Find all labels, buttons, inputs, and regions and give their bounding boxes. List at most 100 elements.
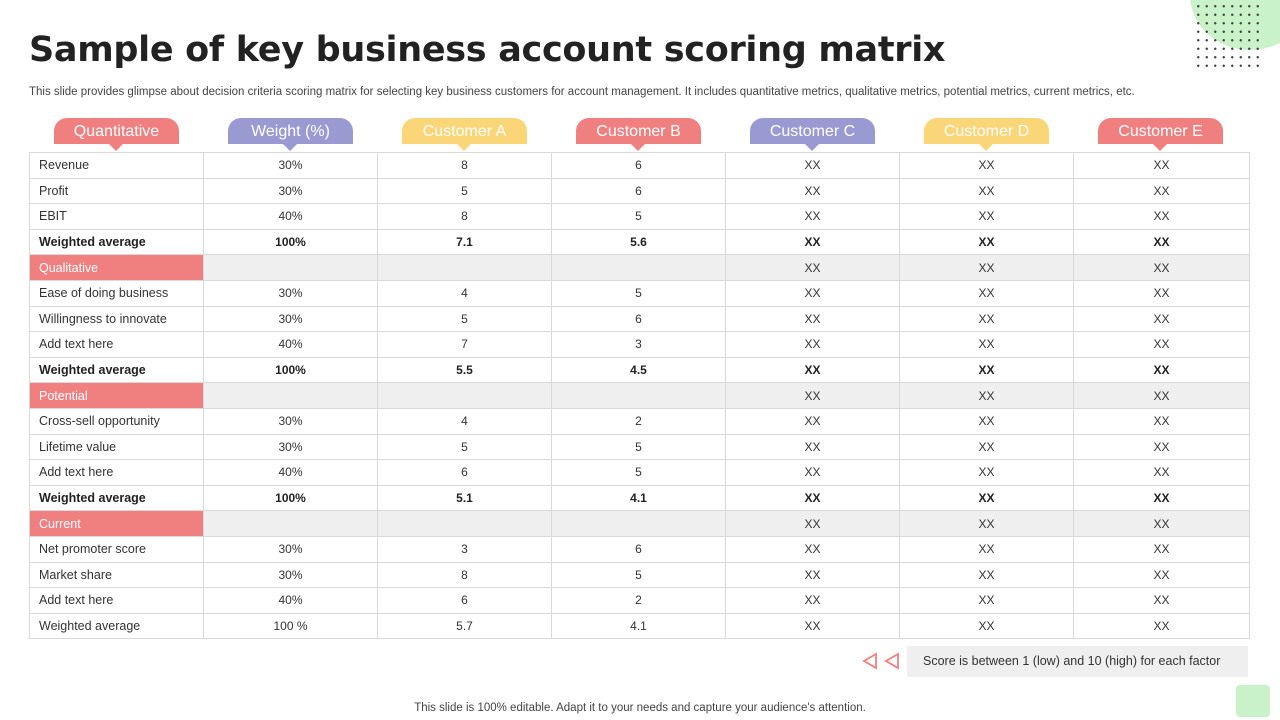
- decorative-dot-grid: [1194, 2, 1262, 68]
- table-cell: 40%: [203, 203, 378, 230]
- header-customer-c: Customer C: [750, 118, 875, 151]
- table-cell: [203, 510, 378, 537]
- table-cell: 30%: [203, 279, 378, 307]
- table-cell: [551, 510, 726, 537]
- row-label: Qualitative: [29, 254, 204, 281]
- score-legend: Score is between 1 (low) and 10 (high) f…: [907, 646, 1248, 677]
- header-cell-customer-a: Customer A: [377, 118, 551, 152]
- footer-note: This slide is 100% editable. Adapt it to…: [414, 702, 866, 714]
- table-row: Lifetime value 30% 5 5 XX XX XX: [29, 433, 1250, 461]
- table-cell: 5.5: [377, 356, 552, 384]
- table-cell: 6: [551, 177, 726, 205]
- row-label: Revenue: [29, 152, 204, 179]
- table-cell: XX: [1073, 279, 1250, 307]
- section-row: Potential XX XX XX: [29, 382, 1250, 409]
- header-customer-b: Customer B: [576, 118, 701, 151]
- table-cell: XX: [899, 407, 1074, 435]
- table-cell: XX: [1073, 407, 1250, 435]
- table-row: Add text here 40% 7 3 XX XX XX: [29, 331, 1250, 358]
- section-row: Current XX XX XX: [29, 510, 1250, 537]
- table-cell: 100 %: [203, 612, 378, 640]
- table-cell: 8: [377, 561, 552, 589]
- row-label: EBIT: [29, 203, 204, 230]
- table-row: Net promoter score 30% 3 6 XX XX XX: [29, 535, 1250, 563]
- table-cell: 30%: [203, 152, 378, 179]
- table-cell: XX: [899, 152, 1074, 179]
- table-cell: XX: [899, 561, 1074, 589]
- table-cell: XX: [899, 535, 1074, 563]
- header-cell-customer-c: Customer C: [725, 118, 899, 152]
- row-label: Lifetime value: [29, 433, 204, 461]
- table-cell: 6: [551, 535, 726, 563]
- scoring-matrix-table: Revenue 30% 8 6 XX XX XX Profit 30% 5 6 XX XX XX EBIT 4…: [29, 152, 1250, 640]
- table-cell: XX: [1073, 152, 1250, 179]
- table-row: Ease of doing business 30% 4 5 XX XX XX: [29, 279, 1250, 307]
- table-cell: XX: [725, 254, 900, 281]
- table-cell: 40%: [203, 587, 378, 614]
- table-cell: 2: [551, 407, 726, 435]
- table-cell: 30%: [203, 305, 378, 333]
- table-cell: XX: [899, 254, 1074, 281]
- table-row: Revenue 30% 8 6 XX XX XX: [29, 152, 1250, 179]
- table-cell: XX: [725, 228, 900, 256]
- row-label: Ease of doing business: [29, 279, 204, 307]
- table-cell: 5: [551, 279, 726, 307]
- table-cell: XX: [899, 612, 1074, 640]
- header-cell-weight: Weight (%): [203, 118, 377, 152]
- table-cell: 5: [551, 203, 726, 230]
- double-left-arrow-icon: [862, 652, 899, 670]
- header-cell-quantitative: Quantitative: [29, 118, 203, 152]
- table-cell: XX: [725, 459, 900, 486]
- table-row: Profit 30% 5 6 XX XX XX: [29, 177, 1250, 205]
- table-cell: 30%: [203, 407, 378, 435]
- header-cell-customer-d: Customer D: [899, 118, 1073, 152]
- header-quantitative: Quantitative: [54, 118, 179, 151]
- table-cell: XX: [725, 152, 900, 179]
- table-row: Cross-sell opportunity 30% 4 2 XX XX XX: [29, 407, 1250, 435]
- table-cell: XX: [1073, 612, 1250, 640]
- row-label: Add text here: [29, 587, 204, 614]
- table-row: Market share 30% 8 5 XX XX XX: [29, 561, 1250, 589]
- table-cell: XX: [725, 587, 900, 614]
- page-subtitle: This slide provides glimpse about decisi…: [29, 86, 1135, 98]
- row-label: Weighted average: [29, 612, 204, 640]
- column-header-row: Quantitative Weight (%) Customer A Custo…: [29, 118, 1248, 152]
- table-cell: XX: [899, 305, 1074, 333]
- table-cell: 30%: [203, 433, 378, 461]
- table-cell: XX: [1073, 203, 1250, 230]
- table-cell: 6: [551, 152, 726, 179]
- table-cell: 40%: [203, 331, 378, 358]
- row-label: Market share: [29, 561, 204, 589]
- row-label: Add text here: [29, 331, 204, 358]
- table-cell: XX: [1073, 484, 1250, 512]
- table-cell: 4.1: [551, 484, 726, 512]
- table-cell: XX: [899, 279, 1074, 307]
- table-cell: XX: [1073, 177, 1250, 205]
- table-cell: XX: [725, 305, 900, 333]
- table-cell: 30%: [203, 177, 378, 205]
- table-cell: 100%: [203, 228, 378, 256]
- table-cell: XX: [899, 484, 1074, 512]
- row-label: Weighted average: [29, 228, 204, 256]
- row-label: Current: [29, 510, 204, 537]
- table-cell: XX: [1073, 305, 1250, 333]
- row-label: Weighted average: [29, 356, 204, 384]
- row-label: Add text here: [29, 459, 204, 486]
- table-row: EBIT 40% 8 5 XX XX XX: [29, 203, 1250, 230]
- table-cell: [551, 254, 726, 281]
- table-cell: [203, 382, 378, 409]
- table-cell: XX: [899, 203, 1074, 230]
- scoring-matrix-body: Revenue 30% 8 6 XX XX XX Profit 30% 5 6 XX XX XX EBIT 4…: [29, 152, 1250, 640]
- table-cell: 8: [377, 203, 552, 230]
- table-cell: 30%: [203, 561, 378, 589]
- table-cell: 100%: [203, 484, 378, 512]
- table-cell: XX: [1073, 587, 1250, 614]
- table-row: Add text here 40% 6 2 XX XX XX: [29, 587, 1250, 614]
- table-row: Weighted average 100% 5.1 4.1 XX XX XX: [29, 484, 1250, 512]
- header-cell-customer-e: Customer E: [1073, 118, 1247, 152]
- table-cell: 3: [377, 535, 552, 563]
- table-cell: 4: [377, 407, 552, 435]
- table-row: Willingness to innovate 30% 5 6 XX XX XX: [29, 305, 1250, 333]
- table-cell: XX: [725, 510, 900, 537]
- table-row: Weighted average 100% 7.1 5.6 XX XX XX: [29, 228, 1250, 256]
